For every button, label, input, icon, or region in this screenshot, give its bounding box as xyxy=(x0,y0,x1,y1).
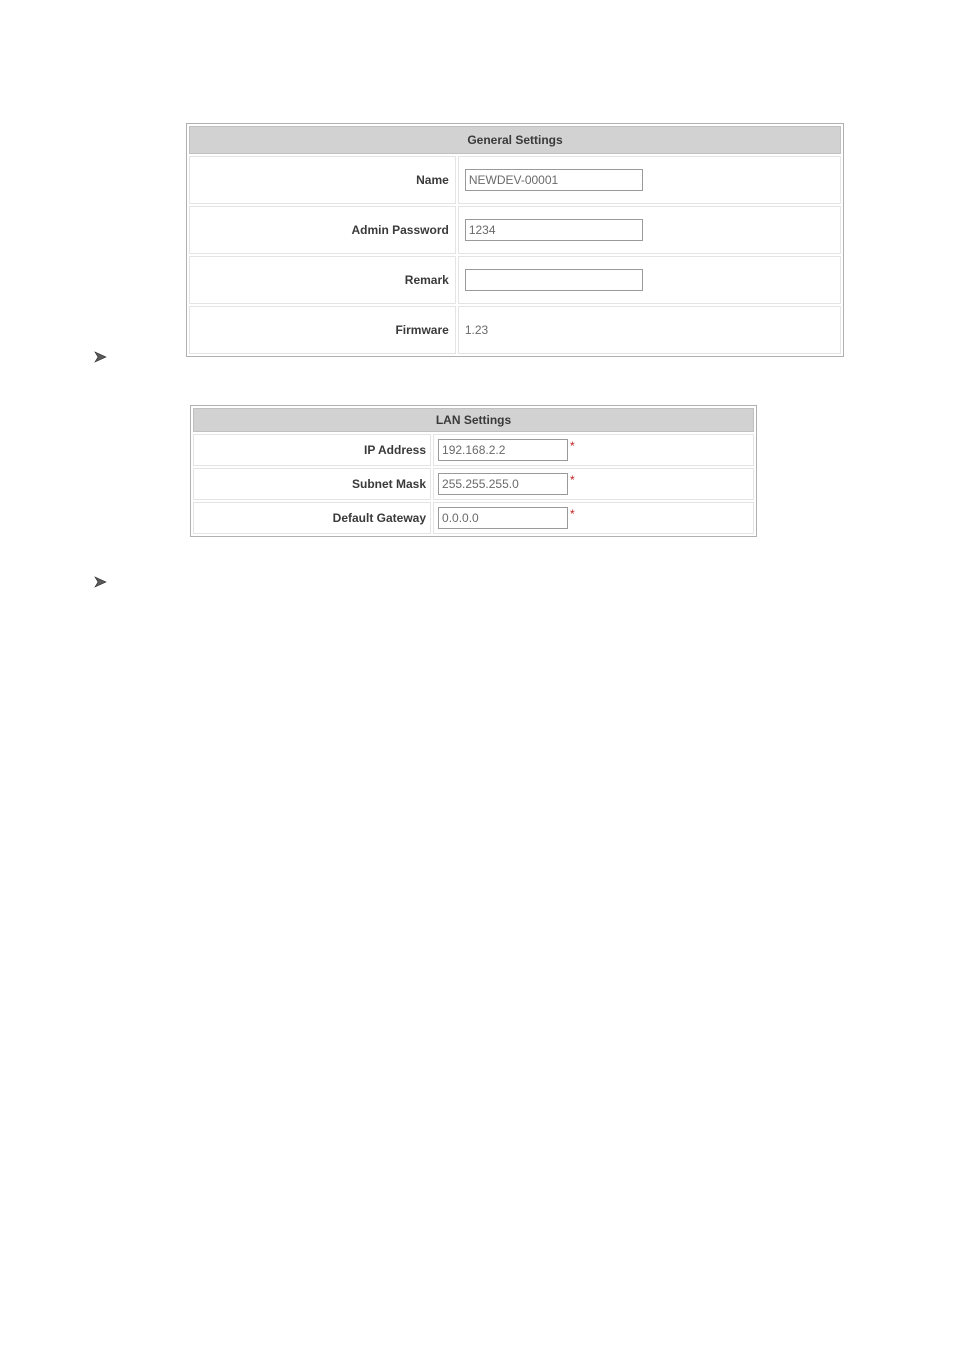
ip-address-value-cell: * xyxy=(433,434,754,466)
name-value-cell xyxy=(458,156,841,204)
table-header-row: General Settings xyxy=(189,126,841,154)
admin-password-input[interactable] xyxy=(465,219,643,241)
admin-password-label: Admin Password xyxy=(189,206,456,254)
ip-address-label: IP Address xyxy=(193,434,431,466)
subnet-mask-label: Subnet Mask xyxy=(193,468,431,500)
table-header-row: LAN Settings xyxy=(193,408,754,432)
chevron-right-icon xyxy=(94,575,108,589)
name-input[interactable] xyxy=(465,169,643,191)
general-settings-table: General Settings Name Admin Password Rem… xyxy=(186,123,844,357)
table-row: Remark xyxy=(189,256,841,304)
remark-input[interactable] xyxy=(465,269,643,291)
required-mark: * xyxy=(568,439,575,453)
default-gateway-input[interactable] xyxy=(438,507,568,529)
lan-settings-header: LAN Settings xyxy=(193,408,754,432)
firmware-value: 1.23 xyxy=(458,306,841,354)
table-row: Default Gateway * xyxy=(193,502,754,534)
chevron-right-icon xyxy=(94,350,108,364)
table-row: Admin Password xyxy=(189,206,841,254)
required-mark: * xyxy=(568,507,575,521)
firmware-label: Firmware xyxy=(189,306,456,354)
default-gateway-value-cell: * xyxy=(433,502,754,534)
subnet-mask-input[interactable] xyxy=(438,473,568,495)
remark-value-cell xyxy=(458,256,841,304)
page-root: General Settings Name Admin Password Rem… xyxy=(0,0,954,1350)
name-label: Name xyxy=(189,156,456,204)
table-row: Name xyxy=(189,156,841,204)
remark-label: Remark xyxy=(189,256,456,304)
subnet-mask-value-cell: * xyxy=(433,468,754,500)
required-mark: * xyxy=(568,473,575,487)
admin-password-value-cell xyxy=(458,206,841,254)
ip-address-input[interactable] xyxy=(438,439,568,461)
table-row: IP Address * xyxy=(193,434,754,466)
lan-settings-table: LAN Settings IP Address * Subnet Mask * … xyxy=(190,405,757,537)
table-row: Subnet Mask * xyxy=(193,468,754,500)
table-row: Firmware 1.23 xyxy=(189,306,841,354)
default-gateway-label: Default Gateway xyxy=(193,502,431,534)
general-settings-header: General Settings xyxy=(189,126,841,154)
